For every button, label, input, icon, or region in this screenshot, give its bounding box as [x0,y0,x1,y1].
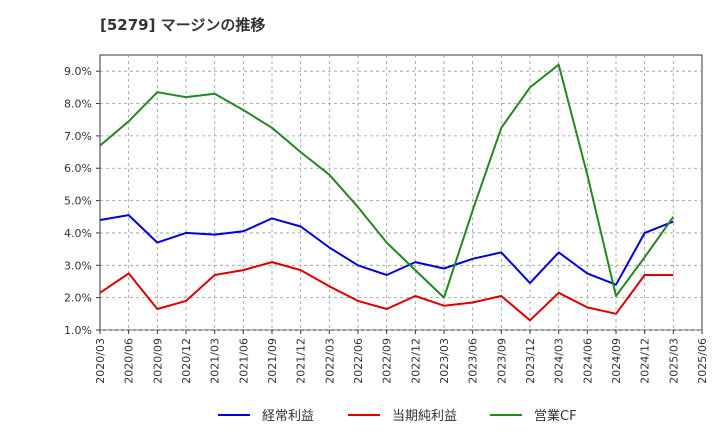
x-tick-label: 2022/06 [352,338,365,384]
x-tick-label: 2024/12 [639,338,652,384]
x-tick-label: 2024/06 [581,338,594,384]
x-tick-label: 2023/09 [495,338,508,384]
x-tick-label: 2023/03 [438,338,451,384]
y-tick-label: 2.0% [64,292,92,305]
axis-layer: 1.0% 2.0% 3.0% 4.0% 5.0% 6.0% 7.0% 8.0% 9.0% 2020… [64,65,709,384]
plot-area [99,54,703,331]
x-tick-label: 2021/06 [237,338,250,384]
series-line [99,214,674,286]
x-tick-label: 2023/06 [467,338,480,384]
grid-layer [100,55,702,331]
y-tick-label: 3.0% [64,259,92,272]
x-tick-label: 2022/09 [381,338,394,384]
x-tick-label: 2023/12 [524,338,537,384]
series-line [99,261,674,322]
y-tick-label: 7.0% [64,130,92,143]
y-tick-label: 4.0% [64,227,92,240]
y-tick-label: 8.0% [64,98,92,111]
series-layer [99,63,675,322]
x-tick-label: 2022/12 [409,338,422,384]
legend: 経常利益 当期純利益 営業CF [218,408,577,424]
x-tick-label: 2024/03 [553,338,566,384]
x-tick-label: 2021/09 [266,338,279,384]
x-tick-label: 2020/12 [180,338,193,384]
x-tick-label: 2021/12 [295,338,308,384]
x-tick-label: 2025/03 [667,338,680,384]
x-tick-label: 2025/06 [696,338,709,384]
x-tick-label: 2022/03 [323,338,336,384]
x-tick-label: 2020/03 [94,338,107,384]
y-tick-label: 5.0% [64,195,92,208]
y-tick-label: 6.0% [64,162,92,175]
legend-label: 経常利益 [262,409,314,424]
y-tick-label: 1.0% [64,324,92,337]
legend-label: 営業CF [534,408,577,424]
x-tick-label: 2024/09 [610,338,623,384]
x-tick-label: 2021/03 [209,338,222,384]
x-tick-label: 2020/09 [151,338,164,384]
series-line [99,63,675,299]
y-tick-label: 9.0% [64,65,92,78]
x-tick-label: 2020/06 [123,338,136,384]
chart-title: [5279] マージンの推移 [100,16,266,34]
legend-label: 当期純利益 [392,409,457,424]
